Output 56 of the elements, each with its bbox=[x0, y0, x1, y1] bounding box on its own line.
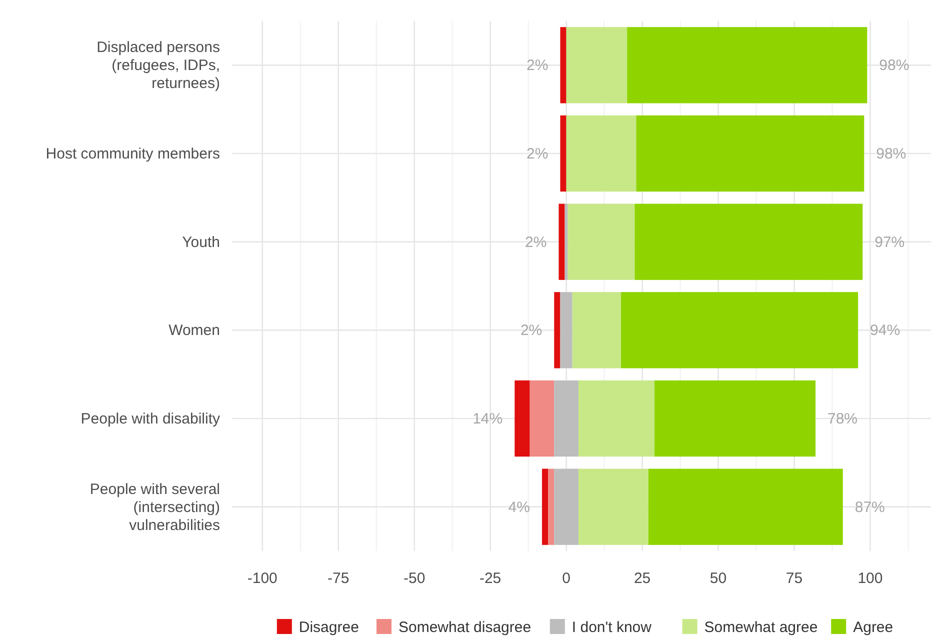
x-tick-label: 25 bbox=[634, 570, 651, 587]
legend-label: Somewhat agree bbox=[704, 619, 818, 636]
annotation: 14% bbox=[472, 410, 503, 428]
bar bbox=[564, 204, 568, 280]
y-tick-label: Displaced persons (refugees, IDPs, returnees) bbox=[96, 39, 220, 92]
bar bbox=[648, 468, 843, 545]
annotation: 97% bbox=[874, 234, 905, 251]
bar bbox=[514, 380, 530, 457]
legend-label: Agree bbox=[853, 619, 894, 636]
bar bbox=[636, 115, 864, 192]
legend-label: Somewhat disagree bbox=[398, 619, 532, 636]
annotation: 98% bbox=[879, 57, 910, 74]
annotation: 2% bbox=[525, 234, 547, 251]
y-tick-label: Women bbox=[168, 322, 220, 340]
bar bbox=[621, 292, 858, 368]
x-tick-label: 0 bbox=[562, 570, 570, 587]
x-tick-label: 100 bbox=[858, 570, 883, 587]
x-tick-label: 50 bbox=[710, 570, 727, 587]
annotation: 78% bbox=[828, 410, 858, 428]
bar bbox=[566, 115, 636, 192]
bar bbox=[530, 380, 554, 457]
annotation: 98% bbox=[876, 146, 906, 162]
annotation: 87% bbox=[854, 498, 885, 516]
annotation: 2% bbox=[520, 322, 542, 340]
bar bbox=[578, 468, 648, 545]
bar bbox=[566, 27, 628, 104]
bar bbox=[560, 115, 566, 192]
y-tick-label: People with disability bbox=[80, 410, 220, 428]
annotation: 2% bbox=[526, 57, 548, 74]
bar bbox=[568, 204, 635, 280]
annotation: 4% bbox=[508, 498, 530, 516]
x-tick-label: -25 bbox=[479, 570, 502, 587]
y-tick-label: Youth bbox=[182, 234, 220, 251]
x-tick-label: -50 bbox=[404, 570, 426, 587]
x-tick-label: 75 bbox=[786, 570, 803, 587]
bar bbox=[634, 204, 863, 280]
y-tick-label: Host community members bbox=[46, 146, 220, 162]
y-tick-label: People with several (intersecting) vulnerabilities bbox=[90, 480, 220, 534]
x-tick-label: -100 bbox=[247, 570, 278, 587]
annotation: 94% bbox=[870, 322, 900, 340]
bar bbox=[548, 468, 554, 545]
bar bbox=[554, 380, 578, 457]
bar bbox=[572, 292, 622, 368]
x-tick-label: -75 bbox=[328, 570, 350, 587]
bar bbox=[558, 204, 565, 280]
bar bbox=[554, 468, 578, 545]
bar bbox=[654, 380, 816, 457]
bar bbox=[560, 292, 572, 368]
bar bbox=[542, 468, 548, 545]
annotation: 2% bbox=[526, 146, 548, 162]
bar bbox=[560, 27, 566, 104]
bar bbox=[627, 27, 868, 104]
legend-label: I don't know bbox=[572, 619, 652, 636]
bar bbox=[578, 380, 654, 457]
bar bbox=[554, 292, 560, 368]
legend-label: Disagree bbox=[298, 619, 359, 636]
